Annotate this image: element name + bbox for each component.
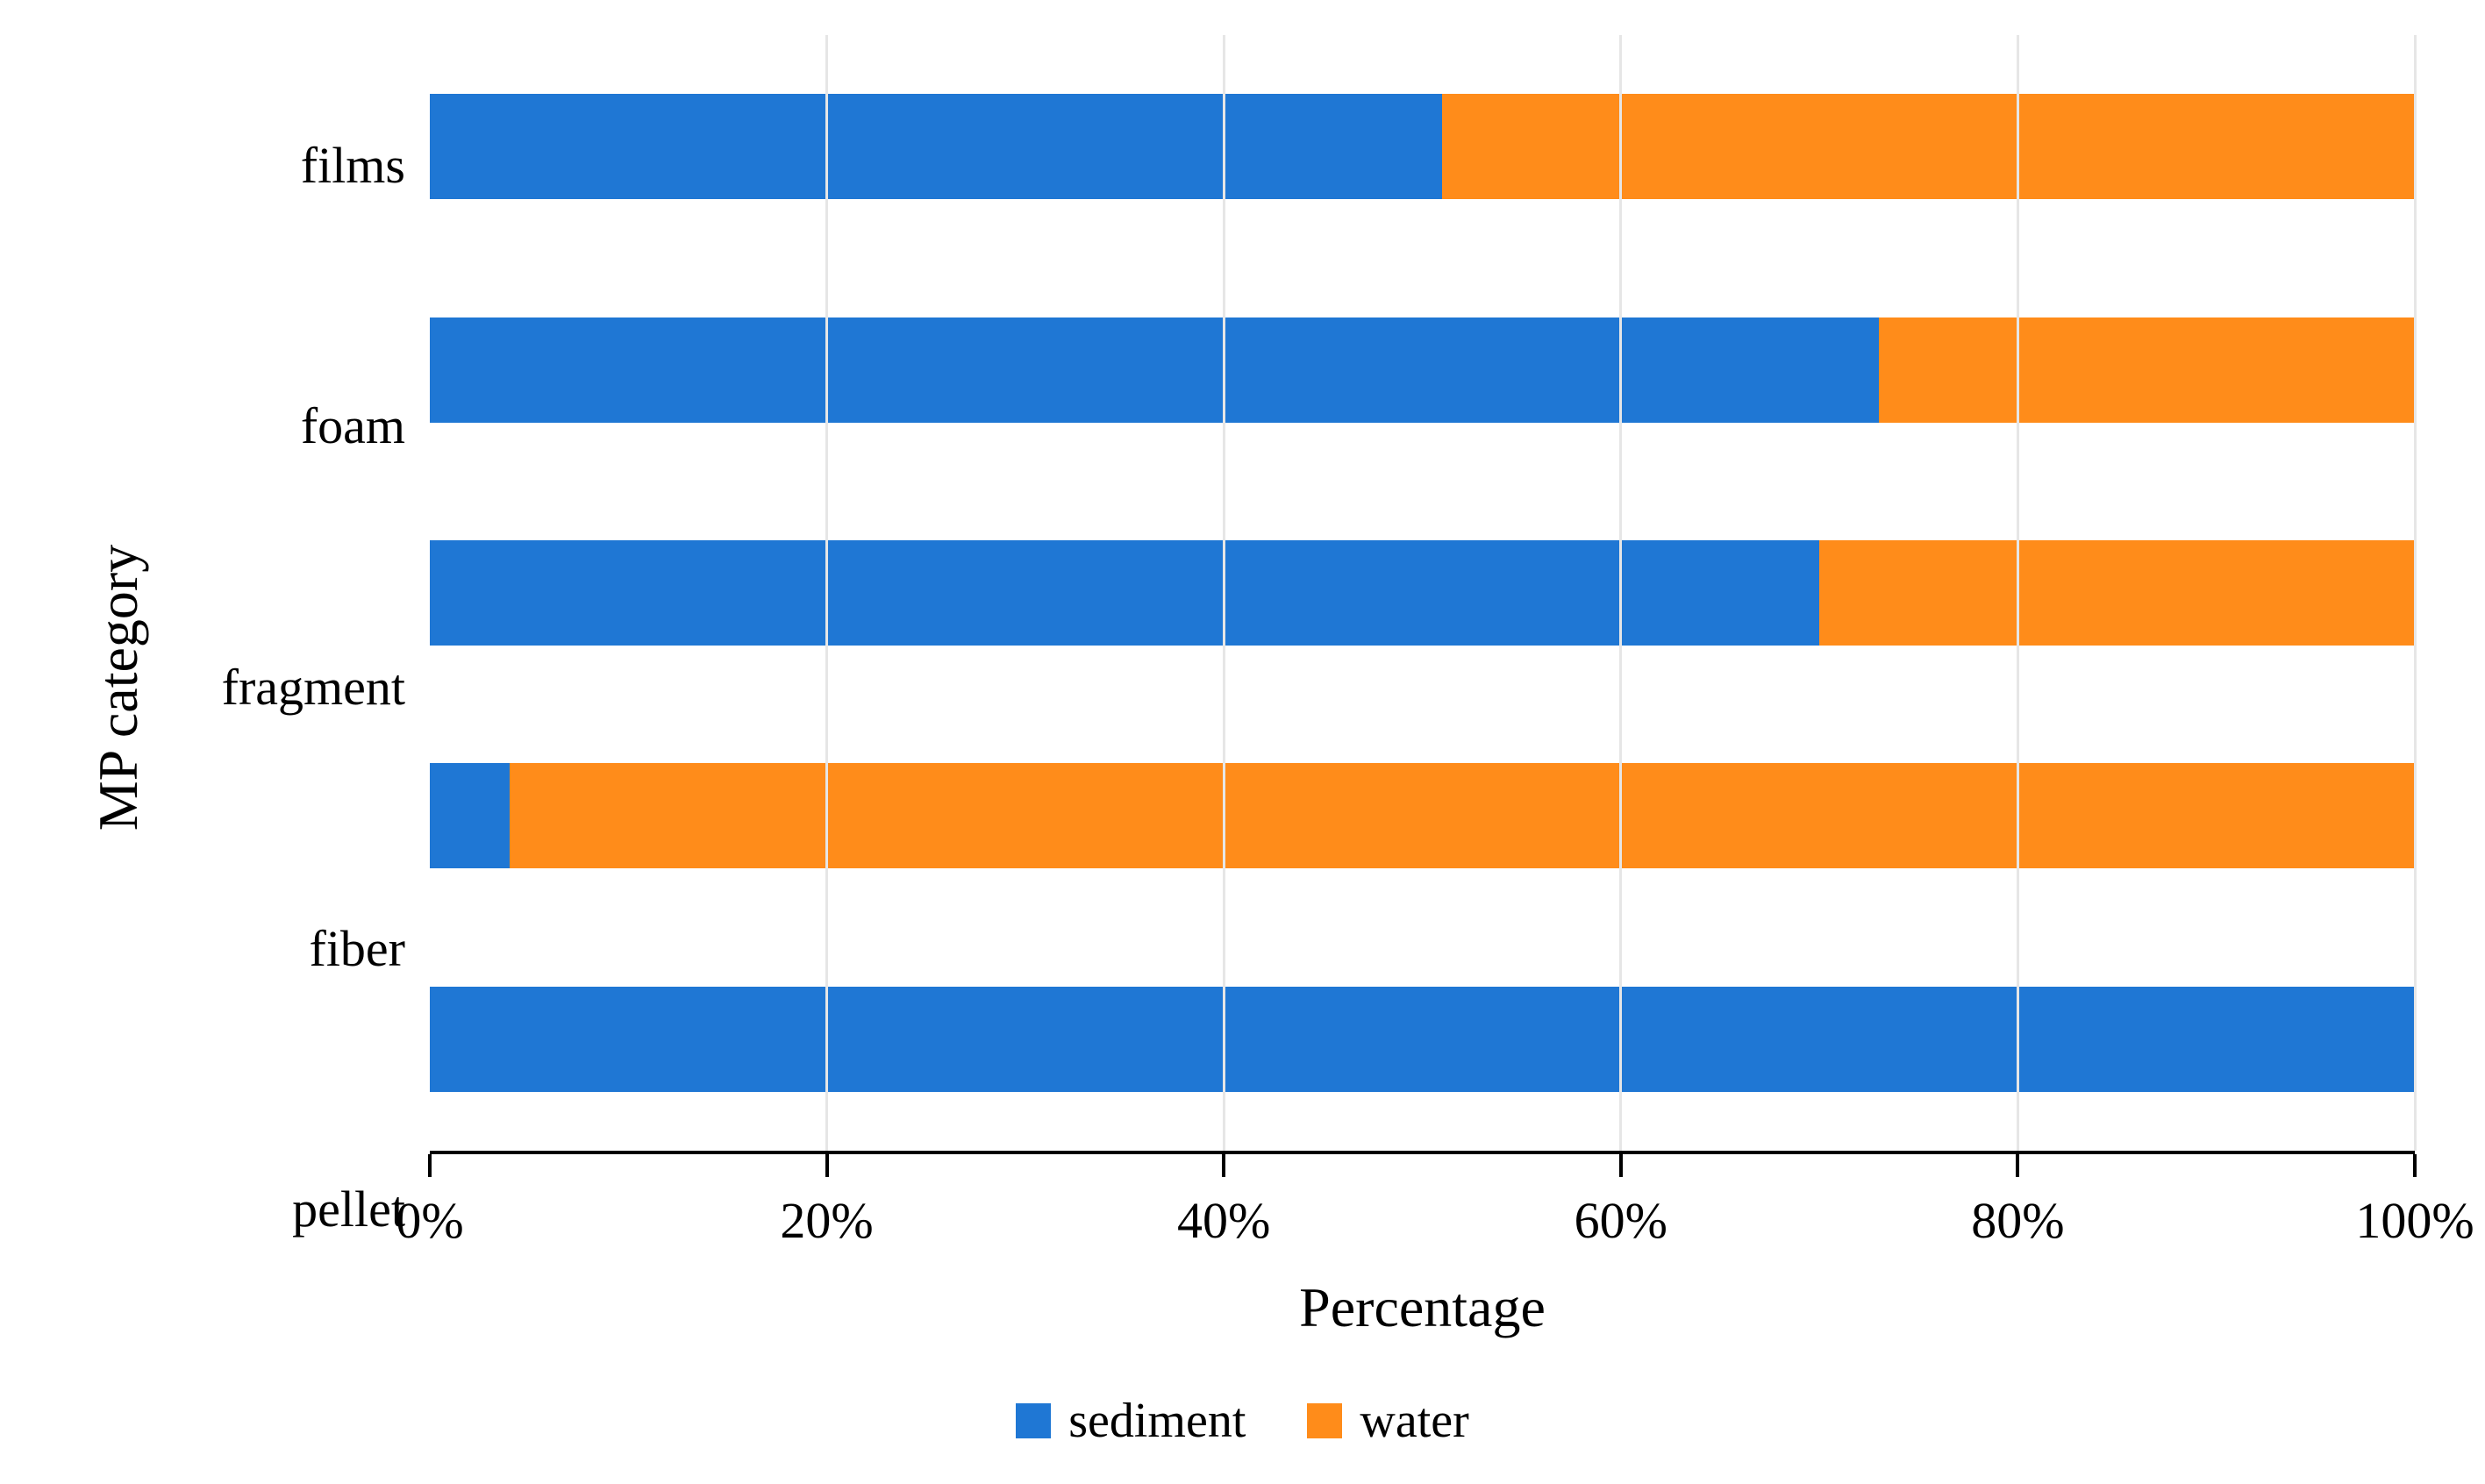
x-tick-mark (428, 1154, 432, 1177)
y-tick-labels: films foam fragment fiber pellet (167, 35, 430, 1340)
x-tick-mark (1619, 1154, 1623, 1177)
legend-label-water: water (1360, 1393, 1468, 1449)
bar-segment-water (1819, 540, 2415, 646)
bar-segment-sediment (430, 317, 1879, 423)
bar-segment-sediment (430, 540, 1819, 646)
x-tick-label: 0% (396, 1191, 463, 1250)
x-tick-mark (2016, 1154, 2019, 1177)
bar-row (430, 987, 2415, 1092)
x-tick-labels: 0%20%40%60%80%100% (430, 1184, 2415, 1254)
chart-body: MP category films foam fragment fiber pe… (70, 35, 2415, 1340)
gridline (2414, 35, 2417, 1151)
y-axis-title: MP category (86, 545, 151, 831)
x-tick-label: 20% (780, 1191, 873, 1250)
gridline (2017, 35, 2019, 1151)
bar-row (430, 540, 2415, 646)
gridline (825, 35, 828, 1151)
y-tick-label: films (167, 140, 430, 191)
gridline (1223, 35, 1225, 1151)
bar-row (430, 763, 2415, 868)
bar-segment-water (1442, 94, 2415, 199)
x-tick-mark (825, 1154, 829, 1177)
x-tick-mark (2413, 1154, 2417, 1177)
bar-segment-sediment (430, 94, 1442, 199)
plot-area (430, 35, 2415, 1154)
bars-container (430, 35, 2415, 1151)
bar-segment-water (510, 763, 2415, 868)
y-tick-label: foam (167, 401, 430, 452)
bar-segment-sediment (430, 763, 510, 868)
chart-container: MP category films foam fragment fiber pe… (0, 0, 2485, 1484)
gridline (1619, 35, 1622, 1151)
legend-swatch-sediment (1016, 1403, 1051, 1438)
legend: sediment water (70, 1393, 2415, 1449)
x-axis-title: Percentage (430, 1275, 2415, 1340)
x-tick-label: 40% (1177, 1191, 1270, 1250)
legend-entry-sediment: sediment (1016, 1393, 1246, 1449)
y-tick-label: fragment (167, 662, 430, 713)
y-tick-label: fiber (167, 924, 430, 974)
x-tick-mark (1222, 1154, 1225, 1177)
legend-label-sediment: sediment (1068, 1393, 1246, 1449)
x-tick-label: 80% (1971, 1191, 2064, 1250)
y-axis-title-container: MP category (70, 35, 167, 1340)
plot-column: 0%20%40%60%80%100% Percentage (430, 35, 2415, 1340)
bar-row (430, 317, 2415, 423)
bar-row (430, 94, 2415, 199)
bar-segment-sediment (430, 987, 2415, 1092)
y-tick-label: pellet (167, 1184, 430, 1235)
legend-swatch-water (1307, 1403, 1342, 1438)
x-tick-label: 100% (2355, 1191, 2474, 1250)
legend-entry-water: water (1307, 1393, 1468, 1449)
x-tick-marks (430, 1154, 2415, 1184)
x-tick-label: 60% (1575, 1191, 1667, 1250)
bar-segment-water (1879, 317, 2415, 423)
